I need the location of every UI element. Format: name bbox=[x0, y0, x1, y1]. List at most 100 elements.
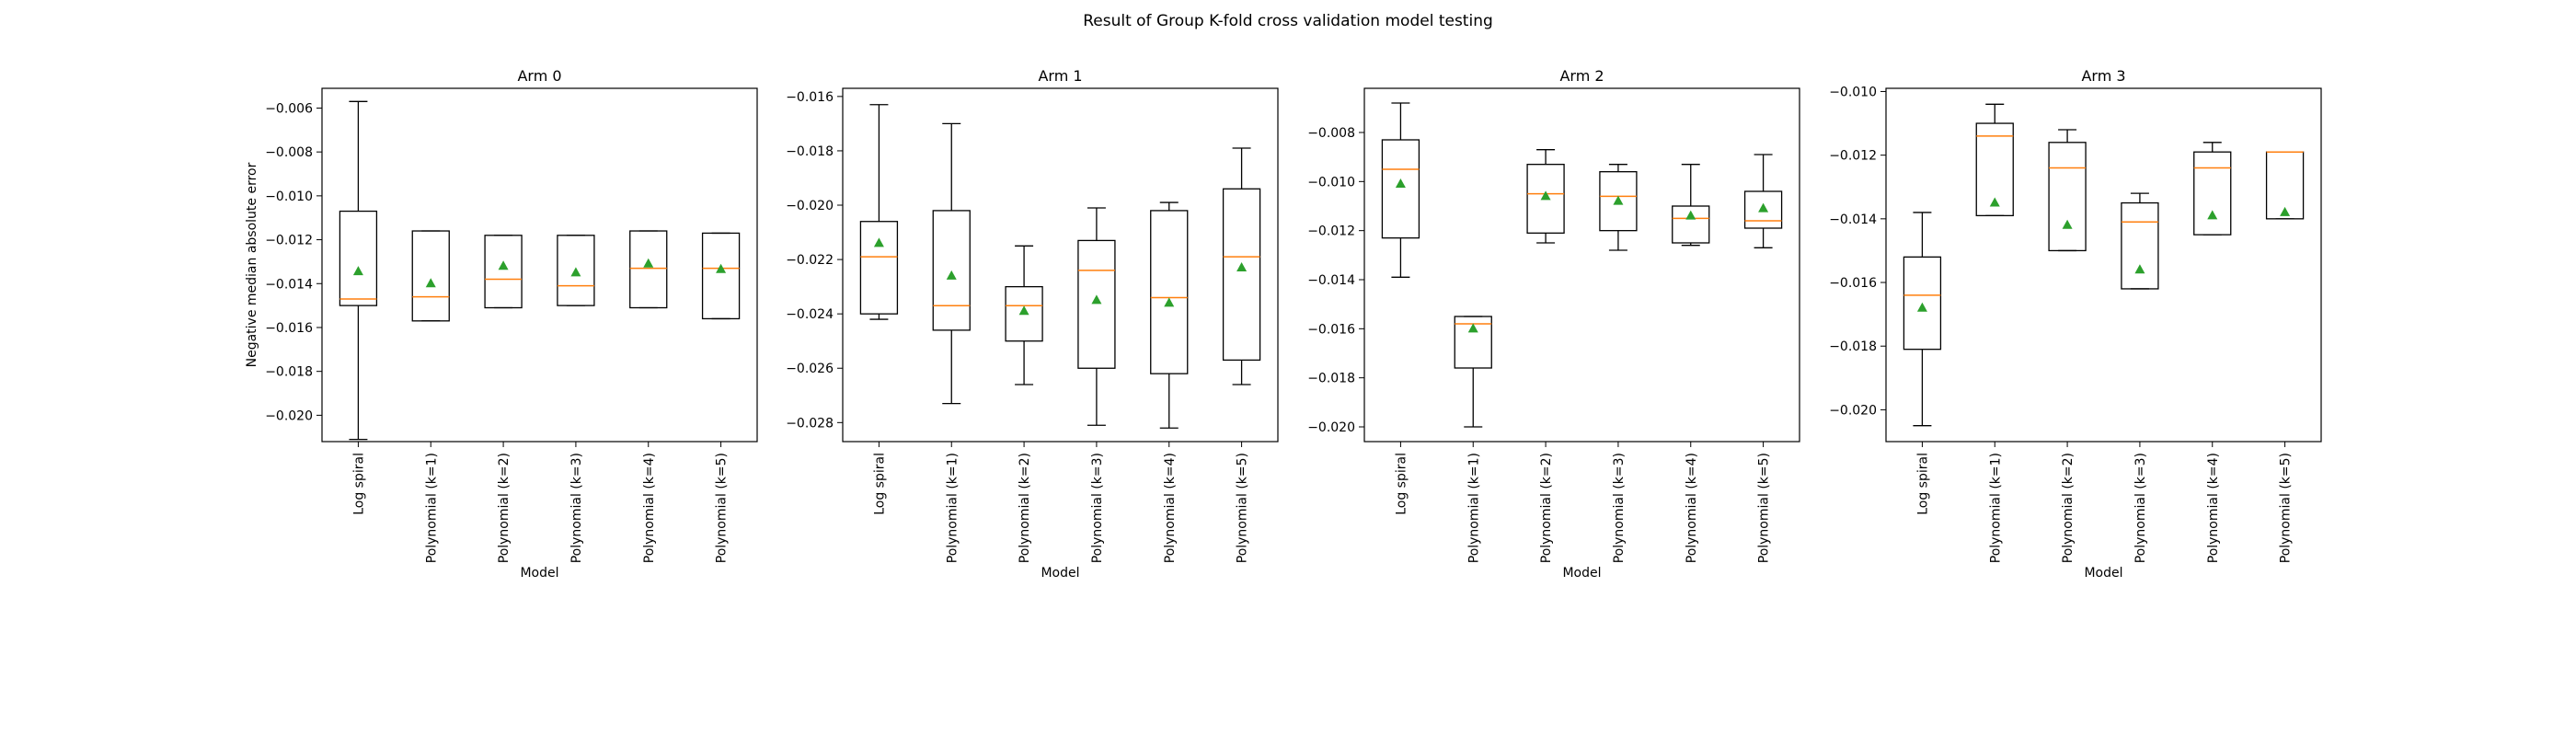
box-5 bbox=[2193, 142, 2232, 236]
x-tick-label: Log spiral bbox=[351, 453, 366, 515]
box-5 bbox=[1672, 164, 1710, 247]
box-5 bbox=[629, 230, 668, 309]
iqr-box bbox=[932, 210, 971, 331]
axes-frame bbox=[1885, 87, 2322, 443]
iqr-box bbox=[1599, 171, 1638, 232]
panel-title: Arm 3 bbox=[2081, 67, 2125, 85]
iqr-box bbox=[2193, 151, 2232, 236]
box-6 bbox=[2265, 151, 2305, 220]
x-axis-label: Model bbox=[520, 566, 558, 581]
box-6 bbox=[701, 232, 741, 320]
y-tick-label: −0.014 bbox=[1829, 213, 1877, 227]
x-tick-label: Polynomial (k=3) bbox=[1090, 453, 1105, 563]
y-tick-label: −0.018 bbox=[786, 144, 834, 159]
x-tick-label: Polynomial (k=2) bbox=[2061, 453, 2076, 563]
iqr-box bbox=[629, 230, 668, 309]
y-tick-label: −0.018 bbox=[1307, 372, 1355, 386]
mean-marker bbox=[946, 270, 957, 280]
y-tick-label: −0.028 bbox=[786, 416, 834, 431]
box-6 bbox=[1743, 154, 1783, 248]
iqr-box bbox=[1743, 190, 1783, 229]
iqr-box bbox=[1150, 210, 1189, 374]
x-tick-label: Polynomial (k=3) bbox=[1612, 453, 1627, 563]
iqr-box bbox=[1975, 122, 2014, 217]
box-5 bbox=[1150, 201, 1189, 429]
panel-title: Arm 1 bbox=[1038, 67, 1082, 85]
x-axis-label: Model bbox=[2084, 566, 2122, 581]
mean-marker bbox=[1018, 305, 1029, 316]
box-1 bbox=[339, 100, 378, 441]
mean-marker bbox=[1989, 197, 2000, 207]
panel-title: Arm 2 bbox=[1559, 67, 1604, 85]
iqr-box bbox=[484, 235, 523, 309]
box-3 bbox=[1005, 245, 1043, 385]
box-2 bbox=[411, 230, 450, 322]
subplot-arm-3: Arm 3 −0.020 −0.018 −0.016 −0.014 −0.012 −0.01… bbox=[1829, 67, 2322, 581]
mean-marker bbox=[425, 278, 436, 288]
panel-title: Arm 0 bbox=[517, 67, 561, 85]
iqr-box bbox=[701, 232, 741, 320]
mean-marker bbox=[2062, 219, 2073, 229]
box-1 bbox=[1903, 212, 1942, 427]
y-tick-label: −0.012 bbox=[265, 234, 313, 248]
y-axis-label: Negative median absolute error bbox=[245, 162, 259, 367]
axes-frame bbox=[321, 87, 758, 443]
subplot-arm-1: Arm 1 −0.028 −0.026 −0.024 −0.022 −0.020 −0.01… bbox=[786, 67, 1279, 581]
iqr-box bbox=[1381, 139, 1420, 239]
box-2 bbox=[1975, 103, 2014, 217]
subplot-arm-2: Arm 2 −0.020 −0.018 −0.016 −0.014 −0.012 −0.01… bbox=[1307, 67, 1800, 581]
x-tick-label: Polynomial (k=1) bbox=[945, 453, 960, 563]
iqr-box bbox=[2121, 201, 2159, 290]
x-tick-label: Polynomial (k=2) bbox=[1539, 453, 1554, 563]
box-1 bbox=[859, 104, 899, 320]
mean-marker bbox=[2134, 264, 2145, 274]
iqr-box bbox=[339, 210, 378, 306]
x-tick-label: Polynomial (k=5) bbox=[2279, 453, 2294, 563]
mean-marker bbox=[498, 260, 509, 270]
mean-marker bbox=[1236, 261, 1248, 271]
x-tick-label: Polynomial (k=5) bbox=[1757, 453, 1772, 563]
y-tick-label: −0.026 bbox=[786, 362, 834, 376]
y-tick-label: −0.006 bbox=[265, 101, 313, 116]
x-tick-label: Polynomial (k=5) bbox=[1236, 453, 1250, 563]
iqr-box bbox=[1077, 239, 1116, 369]
y-tick-label: −0.020 bbox=[1307, 420, 1355, 435]
mean-marker bbox=[1916, 302, 1927, 312]
y-tick-label: −0.016 bbox=[265, 321, 313, 336]
mean-marker bbox=[352, 266, 363, 276]
y-tick-label: −0.018 bbox=[1829, 339, 1877, 354]
axes-frame bbox=[1363, 87, 1800, 443]
box-3 bbox=[2048, 129, 2087, 252]
mean-marker bbox=[643, 258, 654, 268]
y-tick-label: −0.010 bbox=[1829, 85, 1877, 99]
iqr-box bbox=[1672, 205, 1710, 244]
y-tick-label: −0.020 bbox=[1829, 403, 1877, 418]
x-axis-label: Model bbox=[1041, 566, 1079, 581]
x-tick-label: Polynomial (k=1) bbox=[424, 453, 439, 563]
y-tick-label: −0.014 bbox=[1307, 273, 1355, 288]
box-4 bbox=[2121, 192, 2159, 290]
x-tick-label: Polynomial (k=1) bbox=[1988, 453, 2003, 563]
iqr-box bbox=[1903, 256, 1942, 351]
x-axis-label: Model bbox=[1562, 566, 1601, 581]
x-tick-label: Polynomial (k=4) bbox=[2206, 453, 2221, 563]
mean-marker bbox=[1467, 323, 1478, 333]
iqr-box bbox=[1222, 188, 1261, 362]
y-tick-label: −0.010 bbox=[265, 190, 313, 204]
y-tick-label: −0.022 bbox=[786, 253, 834, 268]
x-tick-label: Polynomial (k=4) bbox=[1685, 453, 1699, 563]
subplot-panels: Arm 0 −0.020 −0.018 −0.016 −0.014 −0.012 −0.01… bbox=[245, 67, 2322, 581]
y-tick-label: −0.008 bbox=[265, 145, 313, 160]
y-tick-label: −0.024 bbox=[786, 307, 834, 322]
x-tick-label: Polynomial (k=3) bbox=[2133, 453, 2148, 563]
mean-marker bbox=[1540, 190, 1551, 201]
iqr-box bbox=[859, 221, 899, 315]
box-4 bbox=[557, 235, 595, 306]
box-3 bbox=[1526, 149, 1565, 244]
mean-marker bbox=[1164, 297, 1175, 307]
mean-marker bbox=[716, 263, 727, 273]
x-tick-label: Log spiral bbox=[1915, 453, 1930, 515]
y-tick-label: −0.020 bbox=[265, 408, 313, 423]
box-2 bbox=[1454, 316, 1492, 428]
